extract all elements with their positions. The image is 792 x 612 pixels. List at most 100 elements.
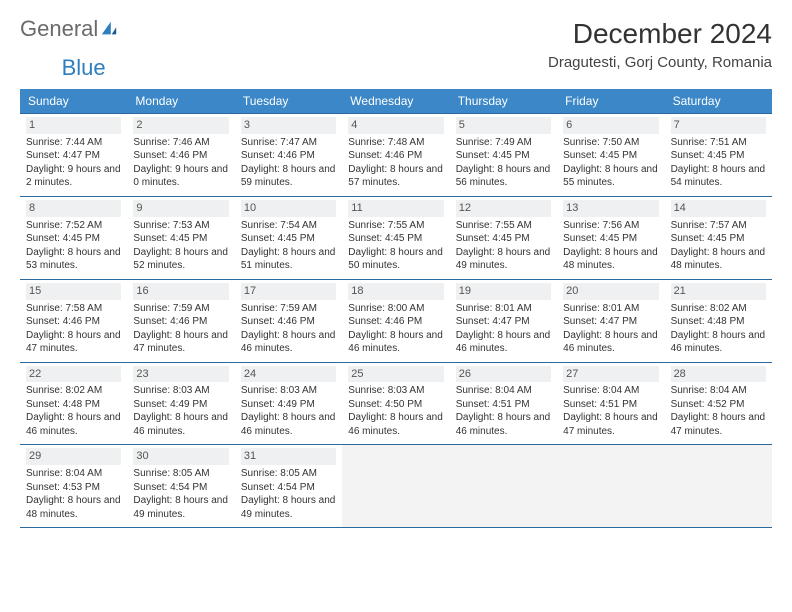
sunrise-text: Sunrise: 8:03 AM xyxy=(348,384,443,398)
weekday-header: Tuesday xyxy=(235,89,342,113)
day-number: 19 xyxy=(456,283,551,300)
logo-word1: General xyxy=(20,18,98,40)
sunset-text: Sunset: 4:47 PM xyxy=(456,315,551,329)
sunset-text: Sunset: 4:47 PM xyxy=(26,149,121,163)
day-number: 24 xyxy=(241,366,336,383)
logo: General xyxy=(20,18,118,40)
day-number: 5 xyxy=(456,117,551,134)
day-number: 12 xyxy=(456,200,551,217)
sunrise-text: Sunrise: 8:04 AM xyxy=(563,384,658,398)
day-number: 27 xyxy=(563,366,658,383)
calendar-cell: 15Sunrise: 7:58 AMSunset: 4:46 PMDayligh… xyxy=(20,279,127,362)
daylight-text: Daylight: 8 hours and 46 minutes. xyxy=(456,411,551,438)
day-number: 26 xyxy=(456,366,551,383)
calendar-cell: 10 Sunrise: 7:54 AMSunset: 4:45 PMDayligh… xyxy=(235,196,342,279)
calendar-cell: 8Sunrise: 7:52 AMSunset: 4:45 PMDaylight… xyxy=(20,196,127,279)
sunset-text: Sunset: 4:45 PM xyxy=(563,149,658,163)
sunset-text: Sunset: 4:45 PM xyxy=(563,232,658,246)
day-number: 2 xyxy=(133,117,228,134)
daylight-text: Daylight: 8 hours and 51 minutes. xyxy=(241,246,336,273)
daylight-text: Daylight: 8 hours and 49 minutes. xyxy=(241,494,336,521)
weekday-header: Sunday xyxy=(20,89,127,113)
daylight-text: Daylight: 8 hours and 46 minutes. xyxy=(241,329,336,356)
sunset-text: Sunset: 4:51 PM xyxy=(456,398,551,412)
sunset-text: Sunset: 4:46 PM xyxy=(133,149,228,163)
daylight-text: Daylight: 9 hours and 2 minutes. xyxy=(26,163,121,190)
daylight-text: Daylight: 9 hours and 0 minutes. xyxy=(133,163,228,190)
day-number: 11 xyxy=(348,200,443,217)
sunrise-text: Sunrise: 7:49 AM xyxy=(456,136,551,150)
day-number: 7 xyxy=(671,117,766,134)
day-number: 31 xyxy=(241,448,336,465)
weekday-header: Monday xyxy=(127,89,234,113)
daylight-text: Daylight: 8 hours and 46 minutes. xyxy=(241,411,336,438)
daylight-text: Daylight: 8 hours and 47 minutes. xyxy=(133,329,228,356)
calendar-cell: 21Sunrise: 8:02 AMSunset: 4:48 PMDayligh… xyxy=(665,279,772,362)
sunrise-text: Sunrise: 7:53 AM xyxy=(133,219,228,233)
calendar-cell: 11Sunrise: 7:55 AMSunset: 4:45 PMDayligh… xyxy=(342,196,449,279)
calendar-cell: 6Sunrise: 7:50 AMSunset: 4:45 PMDaylight… xyxy=(557,113,664,196)
sunset-text: Sunset: 4:54 PM xyxy=(133,481,228,495)
calendar-cell: 16Sunrise: 7:59 AMSunset: 4:46 PMDayligh… xyxy=(127,279,234,362)
day-number: 6 xyxy=(563,117,658,134)
sunset-text: Sunset: 4:45 PM xyxy=(456,149,551,163)
sunrise-text: Sunrise: 7:57 AM xyxy=(671,219,766,233)
sunrise-text: Sunrise: 7:54 AM xyxy=(241,219,336,233)
sunset-text: Sunset: 4:52 PM xyxy=(671,398,766,412)
sunrise-text: Sunrise: 7:56 AM xyxy=(563,219,658,233)
daylight-text: Daylight: 8 hours and 46 minutes. xyxy=(671,329,766,356)
sunset-text: Sunset: 4:45 PM xyxy=(348,232,443,246)
sunset-text: Sunset: 4:51 PM xyxy=(563,398,658,412)
calendar-cell: 28Sunrise: 8:04 AMSunset: 4:52 PMDayligh… xyxy=(665,362,772,445)
day-number: 1 xyxy=(26,117,121,134)
weekday-header: Wednesday xyxy=(342,89,449,113)
sunset-text: Sunset: 4:54 PM xyxy=(241,481,336,495)
page-subtitle: Dragutesti, Gorj County, Romania xyxy=(548,54,772,71)
day-number: 28 xyxy=(671,366,766,383)
sunset-text: Sunset: 4:45 PM xyxy=(241,232,336,246)
sunset-text: Sunset: 4:48 PM xyxy=(26,398,121,412)
calendar-cell-empty xyxy=(665,444,772,528)
calendar-header-row: Sunday Monday Tuesday Wednesday Thursday… xyxy=(20,89,772,113)
sunset-text: Sunset: 4:50 PM xyxy=(348,398,443,412)
sunset-text: Sunset: 4:45 PM xyxy=(671,232,766,246)
calendar-cell: 20Sunrise: 8:01 AMSunset: 4:47 PMDayligh… xyxy=(557,279,664,362)
sunrise-text: Sunrise: 7:51 AM xyxy=(671,136,766,150)
daylight-text: Daylight: 8 hours and 50 minutes. xyxy=(348,246,443,273)
sunrise-text: Sunrise: 7:55 AM xyxy=(456,219,551,233)
calendar-cell: 17Sunrise: 7:59 AMSunset: 4:46 PMDayligh… xyxy=(235,279,342,362)
sunrise-text: Sunrise: 8:05 AM xyxy=(133,467,228,481)
sunrise-text: Sunrise: 7:47 AM xyxy=(241,136,336,150)
calendar-cell: 5Sunrise: 7:49 AMSunset: 4:45 PMDaylight… xyxy=(450,113,557,196)
sunset-text: Sunset: 4:45 PM xyxy=(456,232,551,246)
calendar-cell: 31 Sunrise: 8:05 AMSunset: 4:54 PMDayligh… xyxy=(235,444,342,528)
calendar-cell: 13Sunrise: 7:56 AMSunset: 4:45 PMDayligh… xyxy=(557,196,664,279)
sunset-text: Sunset: 4:48 PM xyxy=(671,315,766,329)
day-number: 15 xyxy=(26,283,121,300)
day-number: 30 xyxy=(133,448,228,465)
calendar-cell: 18Sunrise: 8:00 AMSunset: 4:46 PMDayligh… xyxy=(342,279,449,362)
weekday-header: Saturday xyxy=(665,89,772,113)
sunset-text: Sunset: 4:46 PM xyxy=(348,149,443,163)
day-number: 20 xyxy=(563,283,658,300)
day-number: 8 xyxy=(26,200,121,217)
sunset-text: Sunset: 4:47 PM xyxy=(563,315,658,329)
calendar-cell: 4Sunrise: 7:48 AMSunset: 4:46 PMDaylight… xyxy=(342,113,449,196)
day-number: 29 xyxy=(26,448,121,465)
sunrise-text: Sunrise: 7:59 AM xyxy=(241,302,336,316)
calendar: Sunday Monday Tuesday Wednesday Thursday… xyxy=(20,89,772,528)
day-number: 21 xyxy=(671,283,766,300)
weekday-header: Thursday xyxy=(450,89,557,113)
daylight-text: Daylight: 8 hours and 46 minutes. xyxy=(563,329,658,356)
day-number: 10 xyxy=(241,200,336,217)
daylight-text: Daylight: 8 hours and 59 minutes. xyxy=(241,163,336,190)
day-number: 9 xyxy=(133,200,228,217)
daylight-text: Daylight: 8 hours and 46 minutes. xyxy=(133,411,228,438)
calendar-cell: 27Sunrise: 8:04 AMSunset: 4:51 PMDayligh… xyxy=(557,362,664,445)
sunrise-text: Sunrise: 8:05 AM xyxy=(241,467,336,481)
day-number: 13 xyxy=(563,200,658,217)
daylight-text: Daylight: 8 hours and 47 minutes. xyxy=(26,329,121,356)
day-number: 18 xyxy=(348,283,443,300)
sunrise-text: Sunrise: 7:58 AM xyxy=(26,302,121,316)
calendar-cell: 7Sunrise: 7:51 AMSunset: 4:45 PMDaylight… xyxy=(665,113,772,196)
